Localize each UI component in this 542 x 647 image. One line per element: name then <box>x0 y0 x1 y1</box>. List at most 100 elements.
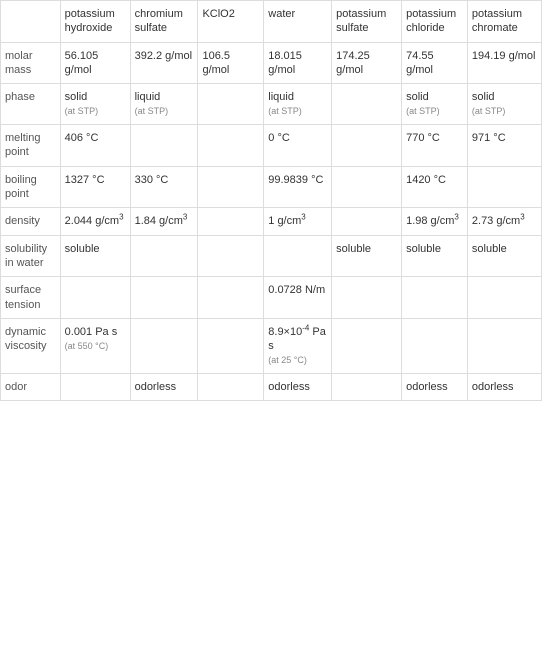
table-cell: 18.015 g/mol <box>264 42 332 84</box>
cell-subtext: (at STP) <box>406 106 463 118</box>
cell-subtext: (at 25 °C) <box>268 355 327 367</box>
table-cell <box>198 374 264 401</box>
table-cell <box>198 208 264 235</box>
table-cell: 106.5 g/mol <box>198 42 264 84</box>
table-header-row: potassium hydroxidechromium sulfateKClO2… <box>1 1 542 43</box>
row-header: molar mass <box>1 42 61 84</box>
table-cell <box>332 318 402 373</box>
column-header: water <box>264 1 332 43</box>
table-cell <box>264 235 332 277</box>
corner-cell <box>1 1 61 43</box>
table-row: melting point406 °C0 °C770 °C971 °C <box>1 125 542 167</box>
table-cell: odorless <box>130 374 198 401</box>
cell-subtext: (at STP) <box>65 106 126 118</box>
column-header: potassium chloride <box>402 1 468 43</box>
table-cell: liquid (at STP) <box>264 84 332 125</box>
column-header: chromium sulfate <box>130 1 198 43</box>
table-cell <box>402 277 468 319</box>
table-cell <box>332 166 402 208</box>
table-cell: liquid (at STP) <box>130 84 198 125</box>
table-row: boiling point1327 °C330 °C 99.9839 °C 1420… <box>1 166 542 208</box>
cell-subtext: (at STP) <box>135 106 194 118</box>
table-cell: 0 °C <box>264 125 332 167</box>
cell-value: solid <box>65 91 88 103</box>
table-cell <box>332 374 402 401</box>
table-cell: odorless <box>264 374 332 401</box>
table-cell: 1327 °C <box>60 166 130 208</box>
table-row: molar mass56.105 g/mol392.2 g/mol106.5 g… <box>1 42 542 84</box>
table-cell: solid (at STP) <box>467 84 541 125</box>
table-cell: solid (at STP) <box>402 84 468 125</box>
row-header: dynamic viscosity <box>1 318 61 373</box>
table-cell: 392.2 g/mol <box>130 42 198 84</box>
cell-value: 0.001 Pa s <box>65 326 118 338</box>
table-cell: 56.105 g/mol <box>60 42 130 84</box>
cell-subtext: (at 550 °C) <box>65 341 126 353</box>
cell-value: solid <box>472 91 495 103</box>
row-header: density <box>1 208 61 235</box>
table-cell: soluble <box>467 235 541 277</box>
column-header: KClO2 <box>198 1 264 43</box>
table-cell: soluble <box>332 235 402 277</box>
table-cell <box>467 318 541 373</box>
table-cell <box>60 374 130 401</box>
table-cell <box>467 277 541 319</box>
cell-value: 1.84 g/cm3 <box>135 215 188 227</box>
table-row: dynamic viscosity 0.001 Pa s (at 550 °C) 8.… <box>1 318 542 373</box>
cell-value: 8.9×10-4 Pa s <box>268 326 326 352</box>
table-cell <box>332 277 402 319</box>
cell-value: 1.98 g/cm3 <box>406 215 459 227</box>
column-header: potassium chromate <box>467 1 541 43</box>
row-header: boiling point <box>1 166 61 208</box>
table-cell: 174.25 g/mol <box>332 42 402 84</box>
table-cell <box>130 318 198 373</box>
table-cell <box>402 318 468 373</box>
column-header: potassium hydroxide <box>60 1 130 43</box>
table-cell <box>198 84 264 125</box>
table-cell <box>198 277 264 319</box>
cell-value: 2.73 g/cm3 <box>472 215 525 227</box>
table-row: phase solid (at STP) liquid (at STP) liquid (a… <box>1 84 542 125</box>
cell-value: liquid <box>135 91 161 103</box>
table-cell: 74.55 g/mol <box>402 42 468 84</box>
table-cell: 1 g/cm3 <box>264 208 332 235</box>
table-cell: 1420 °C <box>402 166 468 208</box>
table-cell <box>198 318 264 373</box>
table-cell: 770 °C <box>402 125 468 167</box>
table-cell: 971 °C <box>467 125 541 167</box>
cell-subtext: (at STP) <box>472 106 537 118</box>
table-cell: 330 °C <box>130 166 198 208</box>
table-cell <box>130 277 198 319</box>
table-cell <box>130 125 198 167</box>
row-header: odor <box>1 374 61 401</box>
table-cell <box>60 277 130 319</box>
table-cell: 8.9×10-4 Pa s (at 25 °C) <box>264 318 332 373</box>
row-header: phase <box>1 84 61 125</box>
table-cell: 99.9839 °C <box>264 166 332 208</box>
column-header: potassium sulfate <box>332 1 402 43</box>
table-cell <box>130 235 198 277</box>
table-cell: soluble <box>60 235 130 277</box>
cell-value: solid <box>406 91 429 103</box>
table-cell <box>198 235 264 277</box>
table-cell <box>332 125 402 167</box>
row-header: solubility in water <box>1 235 61 277</box>
cell-subtext: (at STP) <box>268 106 327 118</box>
table-cell: 2.044 g/cm3 <box>60 208 130 235</box>
properties-table: potassium hydroxidechromium sulfateKClO2… <box>0 0 542 401</box>
table-cell: 1.98 g/cm3 <box>402 208 468 235</box>
table-row: surface tension 0.0728 N/m <box>1 277 542 319</box>
row-header: surface tension <box>1 277 61 319</box>
table-cell <box>332 208 402 235</box>
table-row: density2.044 g/cm3 1.84 g/cm3 1 g/cm3 1.98 … <box>1 208 542 235</box>
table-row: solubility in watersolublesolublesoluble… <box>1 235 542 277</box>
table-cell <box>198 166 264 208</box>
table-cell: 0.001 Pa s (at 550 °C) <box>60 318 130 373</box>
cell-value: liquid <box>268 91 294 103</box>
table-cell: 0.0728 N/m <box>264 277 332 319</box>
row-header: melting point <box>1 125 61 167</box>
table-cell <box>467 166 541 208</box>
cell-value: 1 g/cm3 <box>268 215 305 227</box>
table-cell: solid (at STP) <box>60 84 130 125</box>
table-cell: odorless <box>402 374 468 401</box>
